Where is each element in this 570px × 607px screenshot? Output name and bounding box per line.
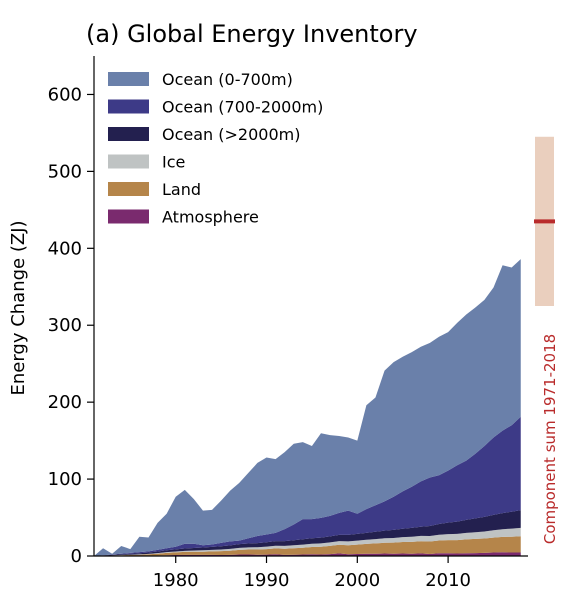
legend-item-ocean-0-700m: Ocean (0-700m) — [108, 70, 293, 89]
x-tick-label: 1980 — [153, 570, 199, 591]
legend-label: Land — [162, 180, 201, 199]
chart-title: (a) Global Energy Inventory — [86, 20, 418, 48]
legend-label: Ocean (0-700m) — [162, 70, 293, 89]
legend-label: Ocean (700-2000m) — [162, 98, 323, 117]
legend-swatch — [108, 72, 149, 86]
component-sum-range: Component sum 1971-2018 — [534, 136, 559, 544]
x-tick-label: 1990 — [244, 570, 290, 591]
area-ocean-2000m — [94, 510, 521, 556]
areas-layer — [94, 259, 521, 556]
area-ocean-0-700m — [94, 259, 521, 556]
legend-swatch — [108, 99, 149, 114]
y-tick-label: 500 — [48, 161, 82, 182]
y-tick-label: 0 — [71, 546, 82, 567]
range-central-line — [534, 219, 555, 224]
x-tick-label: 2000 — [334, 570, 380, 591]
axes-layer: 0 100 200 300 400 500 600 1980 1990 2000 2010 — [48, 56, 528, 591]
legend-item-land: Land — [108, 180, 201, 199]
area-ocean-700-2000m — [94, 416, 521, 556]
area-land — [94, 536, 521, 556]
y-tick-label: 600 — [48, 84, 82, 105]
y-tick-label: 300 — [48, 315, 82, 336]
legend-swatch — [108, 127, 149, 141]
legend-swatch — [108, 182, 149, 196]
area-atmosphere — [94, 552, 521, 556]
legend-item-atmosphere: Atmosphere — [108, 208, 259, 227]
x-tick-label: 2010 — [425, 570, 471, 591]
legend-item-ocean-2000m: Ocean (>2000m) — [108, 125, 300, 144]
legend-item-ice: Ice — [108, 153, 185, 172]
legend-label: Ocean (>2000m) — [162, 125, 300, 144]
range-label: Component sum 1971-2018 — [541, 334, 559, 544]
y-tick-label: 200 — [48, 392, 82, 413]
legend-swatch — [108, 154, 149, 169]
legend-label: Atmosphere — [162, 208, 259, 227]
legend-item-ocean-700-2000m: Ocean (700-2000m) — [108, 98, 323, 117]
y-tick-label: 100 — [48, 469, 82, 490]
y-tick-label: 400 — [48, 238, 82, 259]
legend: Ocean (0-700m) Ocean (700-2000m) Ocean (>2… — [108, 70, 323, 227]
legend-label: Ice — [162, 153, 185, 172]
legend-swatch — [108, 209, 149, 224]
y-axis-label: Energy Change (ZJ) — [8, 220, 29, 395]
